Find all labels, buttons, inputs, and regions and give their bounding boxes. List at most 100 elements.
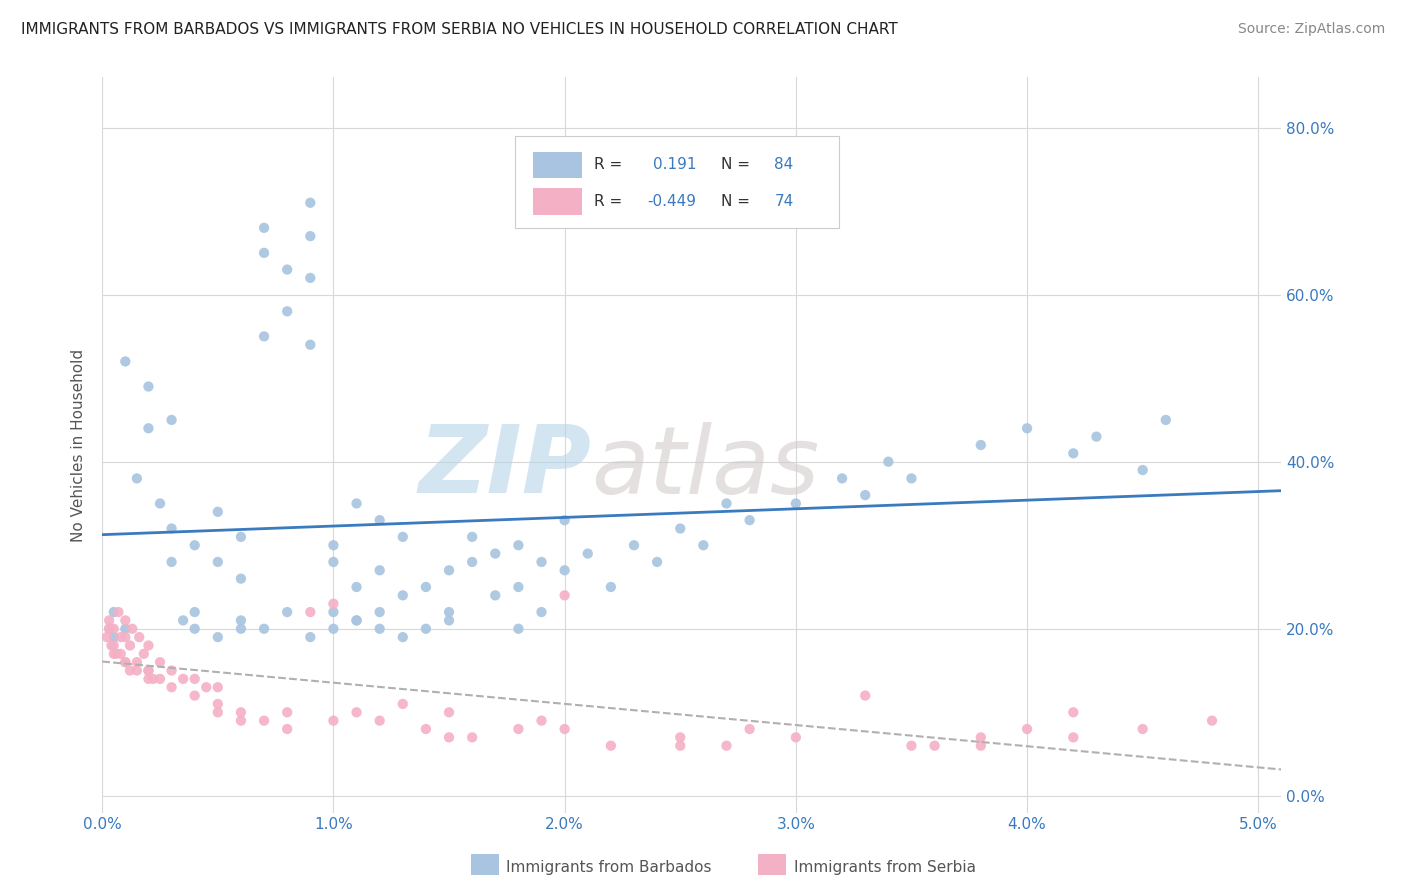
Point — [207, 706, 229, 720]
Point — [853, 689, 876, 703]
Point — [322, 714, 344, 728]
Point — [900, 471, 922, 485]
Text: atlas: atlas — [592, 422, 820, 513]
Point — [276, 706, 298, 720]
Text: IMMIGRANTS FROM BARBADOS VS IMMIGRANTS FROM SERBIA NO VEHICLES IN HOUSEHOLD CORR: IMMIGRANTS FROM BARBADOS VS IMMIGRANTS F… — [21, 22, 898, 37]
Point — [103, 605, 125, 619]
Point — [299, 605, 322, 619]
Point — [98, 622, 121, 636]
Point — [100, 639, 122, 653]
Point — [437, 706, 460, 720]
Point — [1062, 731, 1084, 745]
Point — [669, 731, 692, 745]
Point — [183, 622, 205, 636]
Point — [1132, 463, 1154, 477]
FancyBboxPatch shape — [515, 136, 839, 228]
Point — [253, 622, 276, 636]
Text: Immigrants from Serbia: Immigrants from Serbia — [794, 860, 976, 874]
Text: Immigrants from Barbados: Immigrants from Barbados — [506, 860, 711, 874]
Point — [253, 245, 276, 260]
Point — [207, 697, 229, 711]
Point — [142, 672, 165, 686]
Point — [970, 731, 993, 745]
Point — [368, 513, 391, 527]
Point — [299, 229, 322, 244]
Point — [138, 379, 160, 393]
Point — [484, 588, 506, 602]
Point — [253, 329, 276, 343]
Point — [346, 580, 368, 594]
Point — [118, 639, 141, 653]
Point — [114, 622, 136, 636]
Point — [322, 605, 344, 619]
Point — [1154, 413, 1177, 427]
Point — [149, 655, 172, 669]
Point — [738, 513, 761, 527]
Point — [125, 655, 148, 669]
Point — [229, 572, 252, 586]
Text: 74: 74 — [775, 194, 793, 209]
Point — [138, 664, 160, 678]
Point — [229, 706, 252, 720]
Point — [128, 630, 150, 644]
Point — [415, 622, 437, 636]
Text: Source: ZipAtlas.com: Source: ZipAtlas.com — [1237, 22, 1385, 37]
Point — [299, 337, 322, 351]
Point — [508, 538, 530, 552]
FancyBboxPatch shape — [758, 854, 786, 875]
Point — [160, 413, 183, 427]
Point — [207, 680, 229, 694]
Point — [149, 496, 172, 510]
Point — [599, 580, 621, 594]
FancyBboxPatch shape — [533, 188, 582, 215]
Point — [391, 697, 413, 711]
Point — [103, 647, 125, 661]
Point — [107, 605, 129, 619]
Text: ZIP: ZIP — [419, 421, 592, 513]
Point — [716, 496, 738, 510]
Point — [103, 639, 125, 653]
Point — [138, 664, 160, 678]
Point — [207, 630, 229, 644]
Point — [138, 672, 160, 686]
Text: 84: 84 — [775, 157, 793, 172]
FancyBboxPatch shape — [533, 152, 582, 178]
Point — [1132, 722, 1154, 736]
Point — [368, 563, 391, 577]
Point — [276, 722, 298, 736]
Point — [183, 538, 205, 552]
Point — [368, 605, 391, 619]
Point — [576, 547, 599, 561]
Point — [970, 739, 993, 753]
Point — [461, 731, 484, 745]
Point — [346, 614, 368, 628]
Point — [132, 647, 155, 661]
Point — [207, 555, 229, 569]
Point — [253, 220, 276, 235]
Point — [98, 614, 121, 628]
Point — [229, 530, 252, 544]
Point — [253, 714, 276, 728]
Point — [437, 563, 460, 577]
Point — [138, 639, 160, 653]
Point — [299, 271, 322, 285]
Point — [114, 630, 136, 644]
Point — [118, 664, 141, 678]
Point — [1201, 714, 1223, 728]
Point — [1062, 706, 1084, 720]
Point — [508, 622, 530, 636]
Point — [114, 614, 136, 628]
FancyBboxPatch shape — [471, 854, 499, 875]
Point — [924, 739, 946, 753]
Text: -0.449: -0.449 — [647, 194, 696, 209]
Point — [172, 672, 194, 686]
Point — [322, 555, 344, 569]
Point — [160, 555, 183, 569]
Point — [276, 605, 298, 619]
Point — [415, 580, 437, 594]
Point — [103, 622, 125, 636]
Point — [645, 555, 668, 569]
Point — [785, 496, 807, 510]
Point — [276, 304, 298, 318]
Point — [1015, 421, 1038, 435]
